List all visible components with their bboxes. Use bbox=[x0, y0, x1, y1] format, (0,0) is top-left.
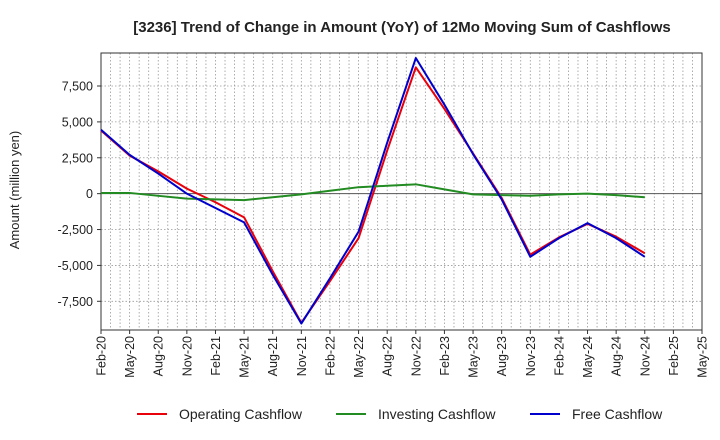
x-tick-label: Feb-21 bbox=[209, 336, 223, 376]
x-tick-label: Aug-21 bbox=[266, 336, 280, 376]
x-tick-label: Aug-23 bbox=[495, 336, 509, 376]
legend: Operating Cashflow Investing Cashflow Free… bbox=[137, 406, 663, 422]
x-tick-label: Feb-25 bbox=[667, 336, 681, 376]
x-tick-label: Feb-24 bbox=[552, 336, 566, 376]
x-tick-label: Nov-23 bbox=[524, 336, 538, 376]
axes bbox=[100, 52, 703, 331]
chart-title: [3236] Trend of Change in Amount (YoY) o… bbox=[133, 19, 671, 36]
y-axis-ticks: -7,500 -5,000 -2,500 0 2,500 5,000 7,500 bbox=[58, 80, 101, 309]
x-tick-label: May-23 bbox=[467, 336, 481, 378]
x-tick-label: Nov-20 bbox=[180, 336, 194, 376]
x-tick-label: Feb-22 bbox=[323, 336, 337, 376]
x-tick-label: Feb-20 bbox=[95, 336, 109, 376]
x-tick-label: Feb-23 bbox=[438, 336, 452, 376]
legend-label: Free Cashflow bbox=[572, 406, 663, 422]
legend-label: Operating Cashflow bbox=[179, 406, 303, 422]
y-tick-label: 2,500 bbox=[62, 151, 93, 165]
x-tick-label: Nov-22 bbox=[409, 336, 423, 376]
x-tick-label: May-25 bbox=[696, 336, 710, 378]
series-lines bbox=[100, 57, 646, 325]
y-tick-label: -5,000 bbox=[58, 259, 93, 273]
x-tick-label: May-21 bbox=[238, 336, 252, 378]
x-tick-label: Aug-22 bbox=[381, 336, 395, 376]
x-tick-label: Aug-20 bbox=[152, 336, 166, 376]
x-tick-label: May-24 bbox=[581, 336, 595, 378]
x-tick-label: May-22 bbox=[352, 336, 366, 378]
x-axis-ticks: Feb-20 May-20 Aug-20 Nov-20 Feb-21 May-21 Aug-… bbox=[95, 330, 710, 378]
y-tick-label: -2,500 bbox=[58, 223, 93, 237]
plot-frame bbox=[100, 52, 703, 331]
y-axis-label: Amount (million yen) bbox=[7, 131, 22, 250]
series-line-free-cashflow bbox=[100, 57, 646, 325]
x-tick-label: Nov-24 bbox=[638, 336, 652, 376]
y-tick-label: 7,500 bbox=[62, 80, 93, 94]
y-tick-label: 5,000 bbox=[62, 115, 93, 129]
y-tick-label: 0 bbox=[86, 187, 93, 201]
x-tick-label: Aug-24 bbox=[610, 336, 624, 376]
x-tick-label: May-20 bbox=[123, 336, 137, 378]
y-tick-label: -7,500 bbox=[58, 295, 93, 309]
legend-label: Investing Cashflow bbox=[378, 406, 496, 422]
x-tick-label: Nov-21 bbox=[295, 336, 309, 376]
